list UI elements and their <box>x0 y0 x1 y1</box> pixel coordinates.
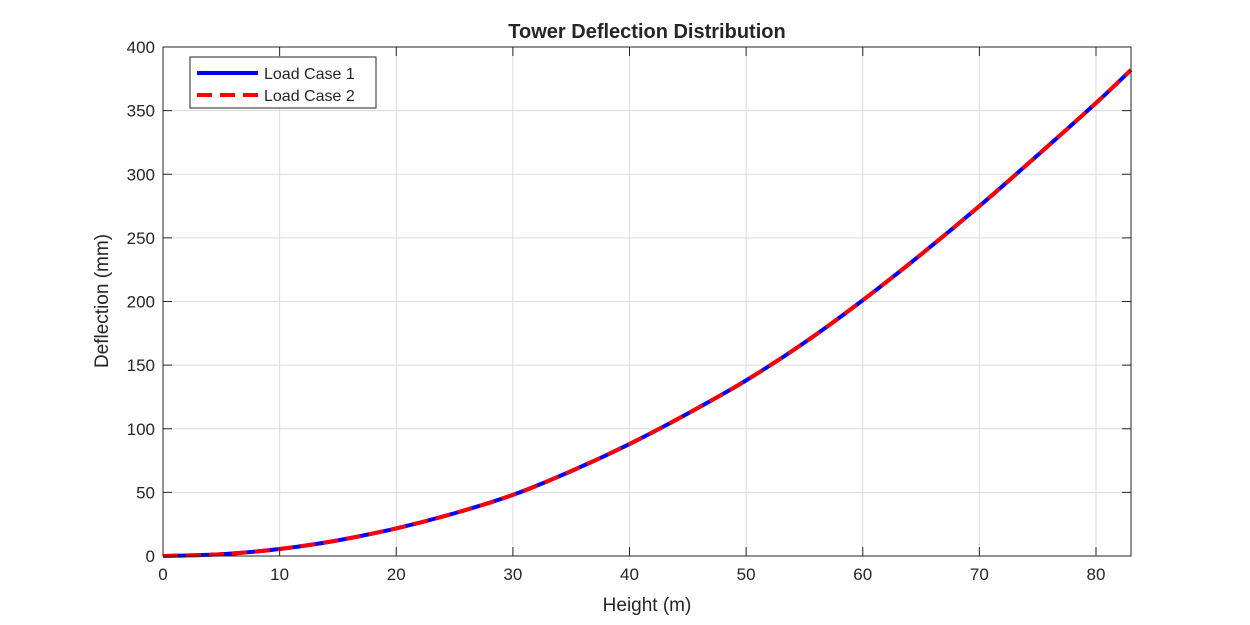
y-tick-label: 150 <box>127 356 155 375</box>
y-tick-label: 50 <box>136 483 155 502</box>
y-axis-label: Deflection (mm) <box>92 234 113 368</box>
y-tick-label: 400 <box>127 38 155 57</box>
x-tick-label: 60 <box>853 565 872 584</box>
x-tick-label: 30 <box>503 565 522 584</box>
x-tick-label: 50 <box>737 565 756 584</box>
x-axis-label: Height (m) <box>603 595 692 616</box>
legend-label-load-case-1: Load Case 1 <box>264 66 355 83</box>
series-layer <box>162 68 1133 558</box>
x-tick-label: 20 <box>387 565 406 584</box>
y-tick-label: 100 <box>127 420 155 439</box>
legend-label-load-case-2: Load Case 2 <box>264 88 355 105</box>
y-tick-label: 0 <box>146 547 155 566</box>
grid-lines <box>163 47 1131 556</box>
y-tick-label: 350 <box>127 102 155 121</box>
x-tick-label: 40 <box>620 565 639 584</box>
x-tick-label: 10 <box>270 565 289 584</box>
ticks: 0 10 20 30 40 50 60 70 80 0 50 100 150 200 250 300 350 40… <box>127 38 1131 584</box>
y-tick-label: 300 <box>127 165 155 184</box>
legend-box <box>189 56 377 109</box>
chart-title: Tower Deflection Distribution <box>508 21 785 43</box>
x-tick-label: 0 <box>158 565 167 584</box>
legend: Load Case 1 Load Case 2 <box>189 56 377 109</box>
x-tick-label: 80 <box>1087 565 1106 584</box>
series-line-load-case-2 <box>162 68 1133 558</box>
y-tick-label: 250 <box>127 229 155 248</box>
x-tick-label: 70 <box>970 565 989 584</box>
y-tick-label: 200 <box>127 293 155 312</box>
